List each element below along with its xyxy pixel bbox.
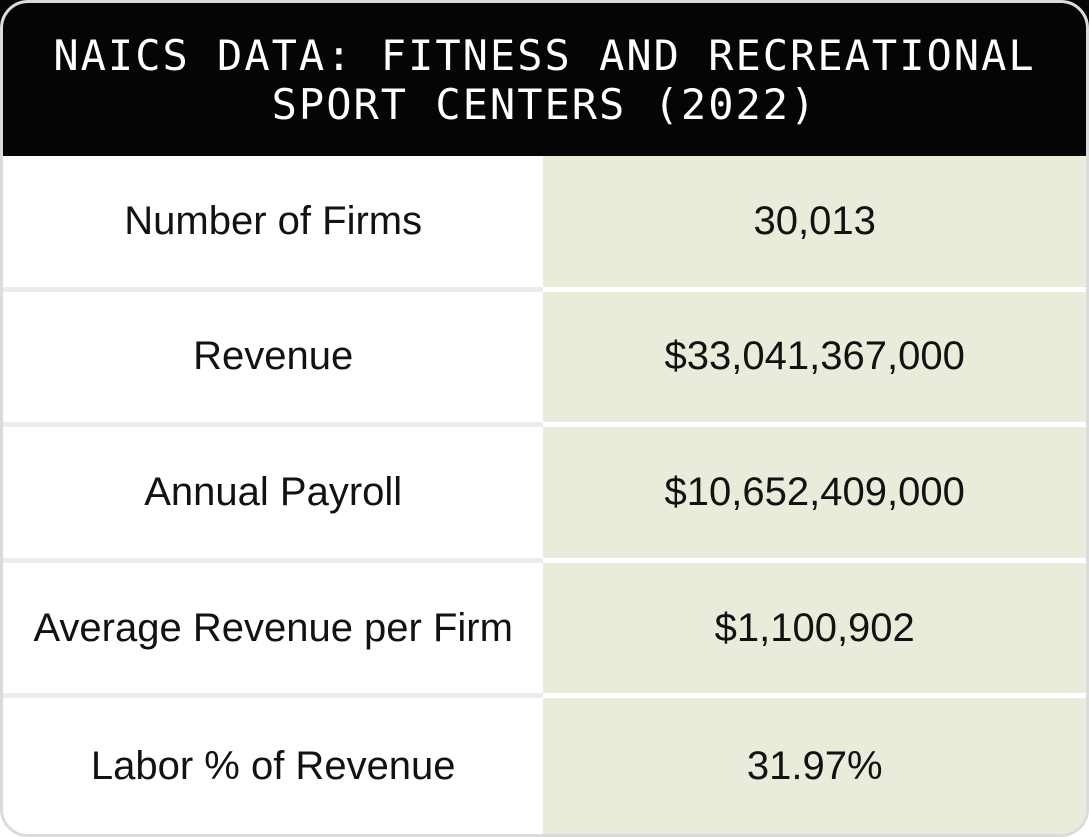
table-row: Annual Payroll $10,652,409,000 <box>3 427 1086 563</box>
row-value-revenue: $33,041,367,000 <box>543 291 1086 428</box>
table-row: Number of Firms 30,013 <box>3 156 1086 292</box>
row-label-labor-pct-of-revenue: Labor % of Revenue <box>3 698 544 834</box>
card-title: NAICS DATA: FITNESS AND RECREATIONAL SPO… <box>3 3 1086 156</box>
row-value-number-of-firms: 30,013 <box>543 156 1086 292</box>
table-row: Average Revenue per Firm $1,100,902 <box>3 562 1086 699</box>
card-title-line-2: SPORT CENTERS (2022) <box>271 79 818 129</box>
row-label-annual-payroll: Annual Payroll <box>3 427 544 563</box>
row-value-labor-pct-of-revenue: 31.97% <box>543 698 1086 834</box>
row-label-average-revenue-per-firm: Average Revenue per Firm <box>3 562 544 699</box>
card-title-line-1: NAICS DATA: FITNESS AND RECREATIONAL <box>53 30 1036 80</box>
table-row: Labor % of Revenue 31.97% <box>3 698 1086 834</box>
row-label-number-of-firms: Number of Firms <box>3 156 544 292</box>
row-value-annual-payroll: $10,652,409,000 <box>543 427 1086 563</box>
row-label-revenue: Revenue <box>3 291 544 428</box>
row-value-average-revenue-per-firm: $1,100,902 <box>543 562 1086 699</box>
stats-table: Number of Firms 30,013 Revenue $33,041,3… <box>3 156 1086 834</box>
table-row: Revenue $33,041,367,000 <box>3 291 1086 428</box>
